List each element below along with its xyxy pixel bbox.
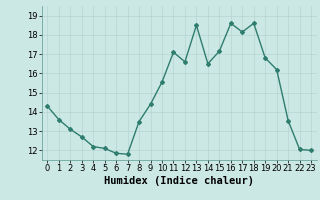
- X-axis label: Humidex (Indice chaleur): Humidex (Indice chaleur): [104, 176, 254, 186]
